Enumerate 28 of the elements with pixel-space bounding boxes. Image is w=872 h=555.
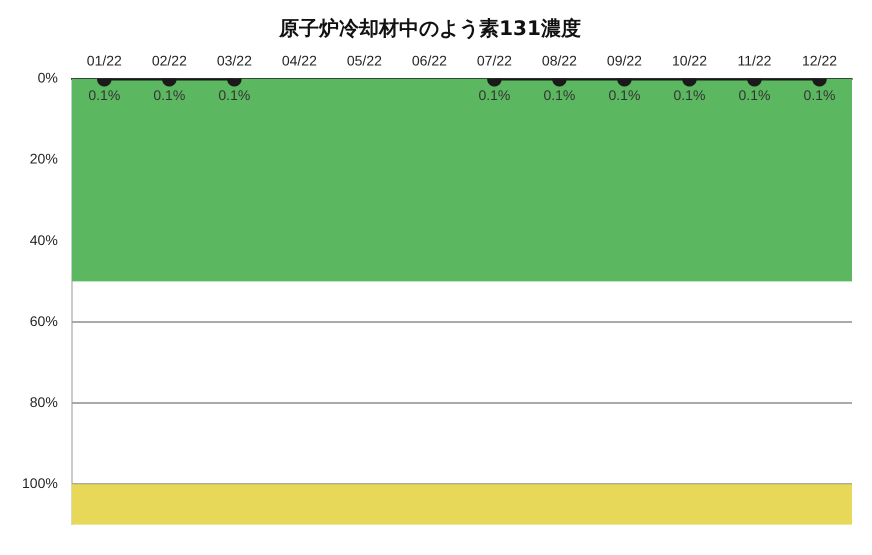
data-label: 0.1% [674, 87, 706, 104]
chart-title: 原子炉冷却材中のよう素131濃度 [278, 16, 581, 40]
x-tick-label: 12/22 [802, 52, 838, 68]
y-tick-label: 20% [30, 150, 58, 167]
x-tick-label: 01/22 [86, 52, 122, 68]
y-tick-label: 100% [22, 474, 58, 491]
y-tick-label: 80% [30, 394, 58, 410]
x-tick-label: 11/22 [737, 52, 772, 68]
x-tick-label: 05/22 [346, 52, 382, 68]
data-label: 0.1% [804, 87, 836, 104]
data-label: 0.1% [608, 87, 640, 104]
x-tick-label: 06/22 [412, 52, 448, 68]
x-tick-label: 04/22 [282, 52, 318, 68]
x-tick-label: 09/22 [606, 52, 642, 68]
data-label: 0.1% [153, 87, 186, 104]
x-tick-label: 07/22 [476, 52, 512, 68]
data-label: 0.1% [738, 87, 770, 104]
x-tick-label: 10/22 [672, 52, 708, 68]
y-tick-label: 40% [30, 232, 58, 248]
data-label: 0.1% [88, 87, 120, 104]
x-tick-label: 08/22 [542, 52, 578, 68]
data-label: 0.1% [218, 87, 250, 104]
data-label: 0.1% [478, 87, 510, 104]
data-label: 0.1% [543, 87, 576, 104]
y-tick-label: 0% [38, 70, 58, 86]
x-tick-label: 03/22 [216, 52, 252, 68]
y-tick-label: 60% [30, 312, 58, 329]
x-tick-label: 02/22 [152, 52, 188, 68]
